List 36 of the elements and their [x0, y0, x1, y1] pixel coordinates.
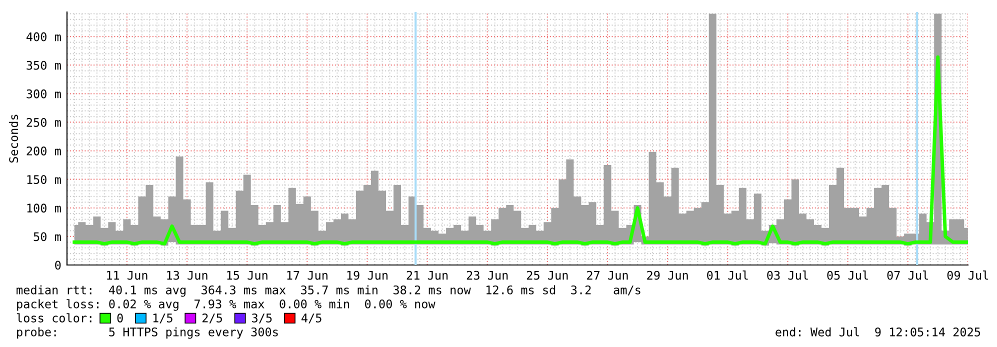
x-tick-label: 07 Jul [887, 270, 928, 280]
text: packet loss: 0.02 % avg 7.93 % max 0.00 % min 0.00 % now [17, 299, 436, 311]
y-tick-label: 100 m [27, 204, 61, 213]
y-axis-title: Seconds [8, 114, 18, 163]
x-tick-label: 01 Jul [707, 270, 748, 280]
x-tick-label: 13 Jun [167, 270, 208, 280]
y-tick-label: 350 m [26, 60, 61, 70]
legend-label: 0 [117, 314, 123, 322]
x-tick-label: 15 Jun [227, 270, 268, 280]
text: end: Wed Jul 9 12:05:14 2025 [776, 327, 980, 336]
x-tick-label: 21 Jun [406, 270, 448, 280]
text: median rtt: 40.1 ms avg 364.3 ms max 35.7 ms min 38.2 ms now 12.6 ms sd 3.2 am/s [16, 285, 640, 297]
x-tick-label: 05 Jul [827, 270, 868, 280]
x-tick-label: 11 Jun [107, 270, 148, 280]
legend-label: 1/5 [153, 314, 172, 324]
x-tick-label: 27 Jun [587, 270, 628, 280]
legend-label: 4/5 [302, 314, 322, 324]
y-tick-label: 400 m [26, 32, 61, 42]
x-tick-label: 17 Jun [287, 270, 328, 280]
x-tick-label: 25 Jun [526, 270, 568, 280]
x-tick-label: 29 Jun [647, 270, 688, 280]
y-tick-label: 150 m [27, 175, 61, 184]
x-tick-label: 03 Jul [767, 270, 808, 280]
legend-label: 3/5 [252, 314, 272, 324]
x-tick-label: 23 Jun [466, 270, 508, 280]
y-tick-label: 0 [55, 260, 61, 270]
y-tick-label: 250 m [26, 118, 61, 127]
x-tick-label: 09 Jul [947, 270, 988, 280]
text: loss color: [16, 313, 92, 322]
y-tick-label: 300 m [26, 89, 61, 98]
text: probe: 5 HTTPS pings every 300s [17, 327, 278, 339]
y-tick-label: 50 m [34, 232, 61, 242]
x-tick-label: 19 Jun [347, 270, 388, 280]
line-series [72, 55, 968, 246]
legend-label: 2/5 [202, 314, 222, 324]
y-tick-label: 200 m [26, 146, 61, 156]
